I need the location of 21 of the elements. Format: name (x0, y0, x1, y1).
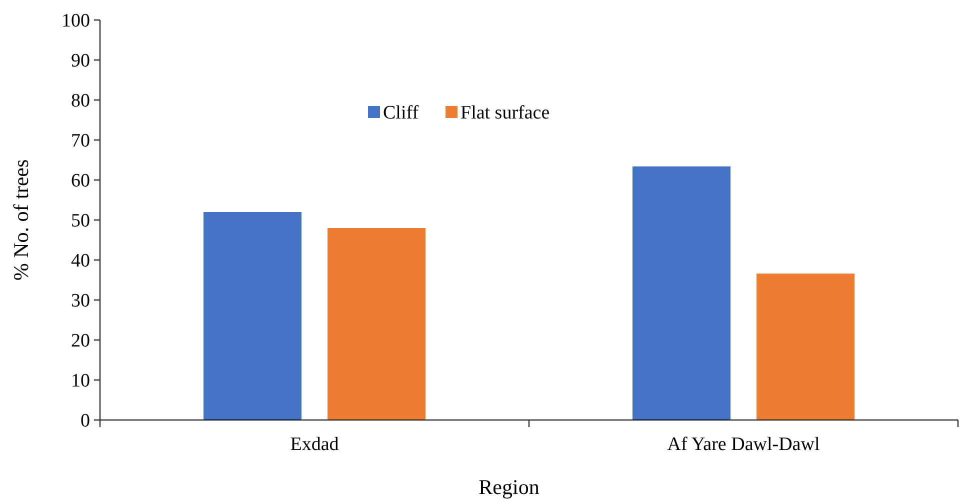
y-tick-label: 30 (71, 290, 90, 312)
y-tick-label: 50 (71, 210, 90, 232)
y-tick-label: 80 (71, 90, 90, 112)
y-tick-label: 60 (71, 170, 90, 192)
y-axis-title: % No. of trees (9, 159, 33, 281)
x-axis-title: Region (478, 475, 540, 499)
bar (756, 274, 854, 420)
y-tick-label: 20 (71, 330, 90, 352)
x-tick-label: Af Yare Dawl-Dawl (667, 434, 820, 455)
y-tick-label: 90 (71, 50, 90, 72)
y-tick-label: 100 (62, 10, 90, 32)
y-tick-label: 70 (71, 130, 90, 152)
y-tick-label: 10 (71, 370, 90, 392)
y-tick-label: 0 (80, 410, 90, 432)
legend-label: Cliff (383, 102, 420, 124)
x-tick-label: Exdad (290, 434, 340, 455)
bar (328, 228, 426, 420)
legend-label: Flat surface (460, 102, 550, 124)
bar (204, 212, 302, 420)
y-tick-label: 40 (71, 250, 90, 272)
bar (632, 166, 730, 420)
